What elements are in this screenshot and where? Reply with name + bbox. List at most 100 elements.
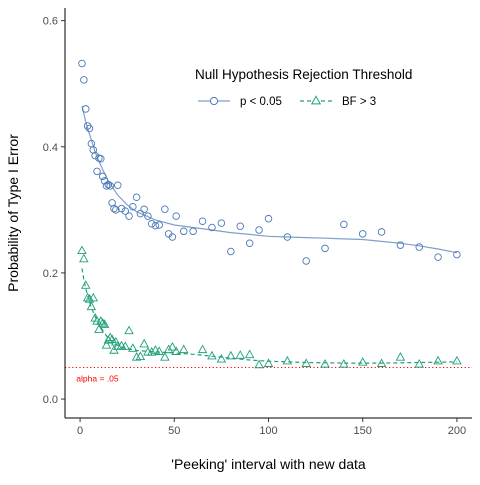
point-p-value-47 bbox=[321, 244, 329, 253]
point-p-value-13 bbox=[102, 182, 111, 190]
y-axis-ticks: 0.0 0.2 0.4 0.6 bbox=[43, 16, 65, 406]
point-bayes-factor-5 bbox=[86, 301, 97, 311]
point-p-value-1 bbox=[80, 76, 88, 84]
point-bayes-factor-1 bbox=[79, 253, 89, 263]
x-axis-ticks: 0 50 100 150 200 bbox=[77, 418, 466, 437]
point-bayes-factor-51 bbox=[414, 358, 425, 368]
point-bayes-factor-40 bbox=[235, 350, 246, 359]
point-p-value-11 bbox=[98, 172, 107, 181]
point-bayes-factor-2 bbox=[80, 280, 91, 289]
point-bayes-factor-13 bbox=[101, 340, 112, 349]
point-p-value-49 bbox=[358, 230, 367, 238]
point-bayes-factor-36 bbox=[197, 344, 208, 354]
point-p-value-23 bbox=[129, 202, 137, 211]
point-p-value-38 bbox=[208, 223, 216, 232]
point-p-value-37 bbox=[198, 217, 207, 225]
point-p-value-29 bbox=[151, 221, 160, 230]
point-p-value-35 bbox=[179, 227, 188, 236]
trend-line-p-value bbox=[81, 105, 458, 254]
point-bayes-factor-4 bbox=[84, 294, 95, 303]
point-p-value-4 bbox=[85, 124, 94, 133]
point-p-value-19 bbox=[114, 181, 122, 189]
point-bayes-factor-12 bbox=[99, 319, 110, 328]
point-bayes-factor-48 bbox=[357, 357, 368, 366]
point-bayes-factor-34 bbox=[171, 346, 181, 355]
point-bayes-factor-6 bbox=[88, 292, 99, 302]
point-p-value-53 bbox=[434, 253, 442, 261]
point-bayes-factor-52 bbox=[433, 355, 443, 365]
legend-label-p-value: p < 0.05 bbox=[240, 96, 282, 108]
point-bayes-factor-50 bbox=[395, 352, 406, 361]
x-axis-title: 'Peeking' interval with new data bbox=[171, 456, 366, 472]
point-bayes-factor-15 bbox=[105, 332, 115, 342]
point-bayes-factor-16 bbox=[107, 334, 117, 343]
legend-label-bayes-factor: BF > 3 bbox=[342, 96, 376, 108]
point-bayes-factor-22 bbox=[124, 325, 134, 335]
point-p-value-28 bbox=[147, 219, 156, 228]
point-bayes-factor-42 bbox=[254, 359, 264, 369]
point-p-value-54 bbox=[453, 250, 461, 259]
point-p-value-17 bbox=[110, 204, 118, 213]
x-tick-label-4: 200 bbox=[448, 425, 466, 437]
point-bayes-factor-11 bbox=[97, 317, 108, 327]
point-bayes-factor-35 bbox=[178, 344, 189, 354]
point-p-value-25 bbox=[136, 209, 145, 218]
point-p-value-24 bbox=[132, 193, 141, 201]
point-p-value-27 bbox=[144, 212, 152, 220]
point-bayes-factor-46 bbox=[320, 358, 330, 368]
y-tick-label-3: 0.6 bbox=[43, 16, 58, 28]
point-p-value-3 bbox=[83, 122, 92, 130]
alpha-annotation: alpha = .05 bbox=[76, 374, 119, 384]
point-p-value-39 bbox=[217, 219, 226, 227]
point-p-value-41 bbox=[236, 222, 244, 230]
point-p-value-36 bbox=[189, 227, 197, 236]
point-bayes-factor-26 bbox=[139, 338, 149, 348]
point-bayes-factor-37 bbox=[207, 350, 217, 360]
point-bayes-factor-33 bbox=[167, 341, 178, 351]
point-p-value-7 bbox=[91, 151, 99, 160]
legend-circle-icon bbox=[209, 96, 219, 106]
x-tick-label-1: 50 bbox=[168, 425, 180, 437]
y-axis-title: Probability of Type I Error bbox=[5, 134, 21, 292]
reference-line-group: alpha = .05 bbox=[65, 367, 472, 384]
point-p-value-0 bbox=[78, 59, 86, 68]
point-bayes-factor-9 bbox=[94, 324, 104, 333]
legend-key-p-value bbox=[198, 96, 230, 106]
y-tick-label-1: 0.2 bbox=[43, 268, 58, 280]
point-bayes-factor-32 bbox=[163, 344, 174, 354]
series-p-value bbox=[78, 59, 461, 265]
point-p-value-8 bbox=[93, 167, 101, 176]
y-tick-label-0: 0.0 bbox=[43, 394, 58, 406]
point-bayes-factor-38 bbox=[216, 353, 227, 363]
y-tick-label-2: 0.4 bbox=[43, 142, 58, 154]
series-group bbox=[77, 59, 462, 369]
point-p-value-48 bbox=[340, 220, 348, 229]
point-p-value-50 bbox=[377, 228, 386, 236]
point-bayes-factor-10 bbox=[96, 316, 106, 325]
point-p-value-22 bbox=[125, 212, 133, 220]
point-p-value-52 bbox=[415, 243, 423, 251]
point-bayes-factor-45 bbox=[301, 358, 311, 367]
point-p-value-30 bbox=[155, 221, 163, 229]
x-tick-label-3: 150 bbox=[354, 425, 372, 437]
point-p-value-44 bbox=[264, 214, 273, 223]
legend-key-bayes-factor bbox=[300, 95, 332, 105]
point-bayes-factor-0 bbox=[77, 245, 87, 255]
point-bayes-factor-25 bbox=[135, 351, 146, 361]
point-bayes-factor-43 bbox=[263, 358, 274, 367]
x-tick-label-0: 0 bbox=[77, 425, 83, 437]
legend-title: Null Hypothesis Rejection Threshold bbox=[195, 67, 412, 82]
point-bayes-factor-31 bbox=[160, 352, 170, 361]
x-tick-label-2: 100 bbox=[259, 425, 277, 437]
point-p-value-34 bbox=[172, 212, 180, 220]
point-p-value-12 bbox=[100, 177, 109, 185]
point-bayes-factor-24 bbox=[131, 352, 142, 361]
point-p-value-18 bbox=[112, 206, 120, 214]
point-p-value-45 bbox=[283, 233, 292, 241]
point-p-value-40 bbox=[227, 247, 235, 256]
point-bayes-factor-21 bbox=[120, 341, 131, 350]
point-bayes-factor-44 bbox=[282, 355, 293, 365]
legend-triangle-icon bbox=[310, 95, 322, 105]
